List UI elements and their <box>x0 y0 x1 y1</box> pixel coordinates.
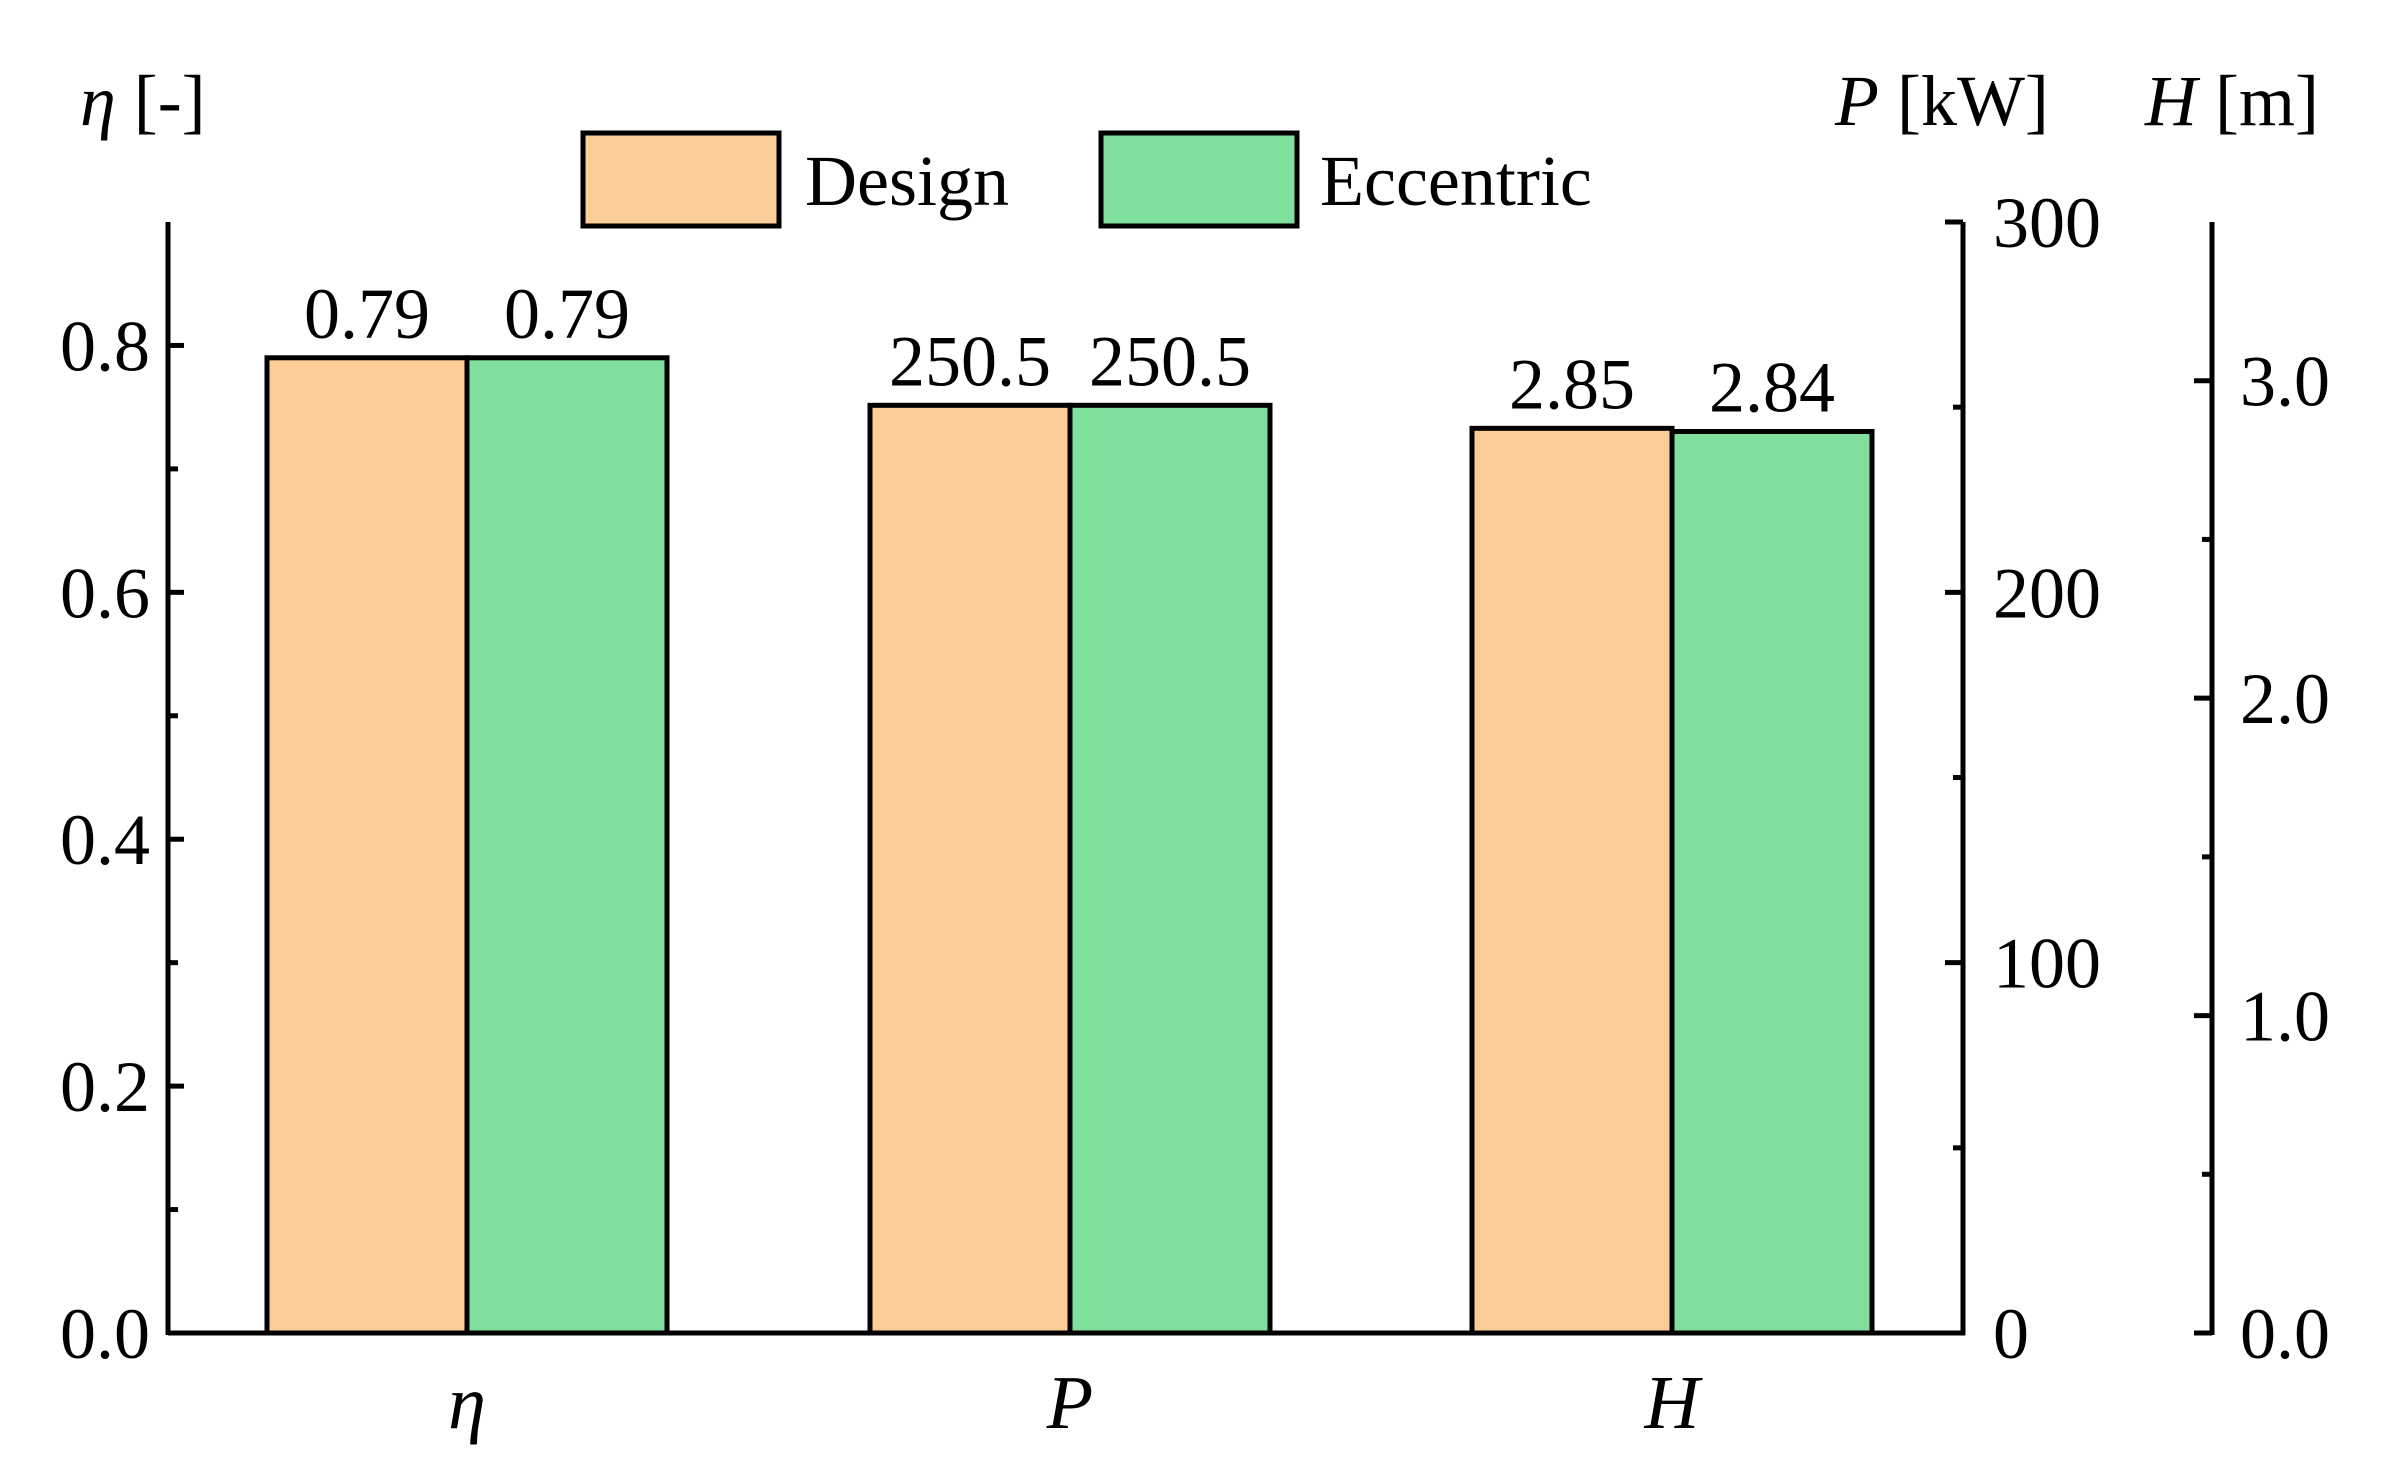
eta-axis-title: η [-] <box>80 61 206 141</box>
p-tick-label: 0 <box>1993 1294 2029 1374</box>
bar-label-p-design: 250.5 <box>889 321 1051 401</box>
bars <box>264 355 1875 1336</box>
h-axis-title: H [m] <box>2144 61 2319 141</box>
legend-swatch-design <box>580 130 782 229</box>
ticks <box>168 219 2212 1336</box>
bar-labels: 0.79 0.79 250.5 250.5 2.85 2.84 <box>304 274 1835 428</box>
p-axis-title: P [kW] <box>1834 61 2049 141</box>
h-tick-label: 2.0 <box>2240 659 2330 739</box>
bar-label-p-eccentric: 250.5 <box>1089 321 1251 401</box>
bar-label-eta-design: 0.79 <box>304 274 430 354</box>
h-tick-label: 3.0 <box>2240 342 2330 422</box>
legend: Design Eccentric <box>580 130 1592 229</box>
bar-label-eta-eccentric: 0.79 <box>504 274 630 354</box>
bar-p-design <box>867 402 1073 1336</box>
eta-tick-label: 0.6 <box>60 553 150 633</box>
bar-h-design <box>1469 425 1675 1336</box>
legend-swatch-eccentric <box>1098 130 1300 229</box>
h-tick-labels: 0.0 1.0 2.0 3.0 <box>2240 342 2330 1374</box>
h-tick-label: 0.0 <box>2240 1294 2330 1374</box>
bar-eta-design <box>264 355 470 1336</box>
bar-label-h-eccentric: 2.84 <box>1709 348 1835 428</box>
legend-label-design: Design <box>805 141 1009 221</box>
p-tick-labels: 0 100 200 300 <box>1993 183 2101 1374</box>
eta-tick-label: 0.8 <box>60 306 150 386</box>
eta-tick-labels: 0.0 0.2 0.4 0.6 0.8 <box>60 306 150 1374</box>
eta-tick-label: 0.4 <box>60 800 150 880</box>
eta-tick-label: 0.2 <box>60 1047 150 1127</box>
eta-tick-label: 0.0 <box>60 1294 150 1374</box>
h-tick-label: 1.0 <box>2240 977 2330 1057</box>
category-label-p: P <box>1046 1361 1093 1445</box>
bar-p-eccentric <box>1067 402 1273 1336</box>
bar-eta-eccentric <box>464 355 670 1336</box>
bar-label-h-design: 2.85 <box>1509 344 1635 424</box>
p-tick-label: 300 <box>1993 183 2101 263</box>
legend-label-eccentric: Eccentric <box>1320 141 1592 221</box>
p-tick-label: 200 <box>1993 553 2101 633</box>
category-label-eta: η <box>448 1361 486 1445</box>
p-tick-label: 100 <box>1993 924 2101 1004</box>
category-label-h: H <box>1644 1361 1704 1445</box>
bar-h-eccentric <box>1669 429 1875 1336</box>
